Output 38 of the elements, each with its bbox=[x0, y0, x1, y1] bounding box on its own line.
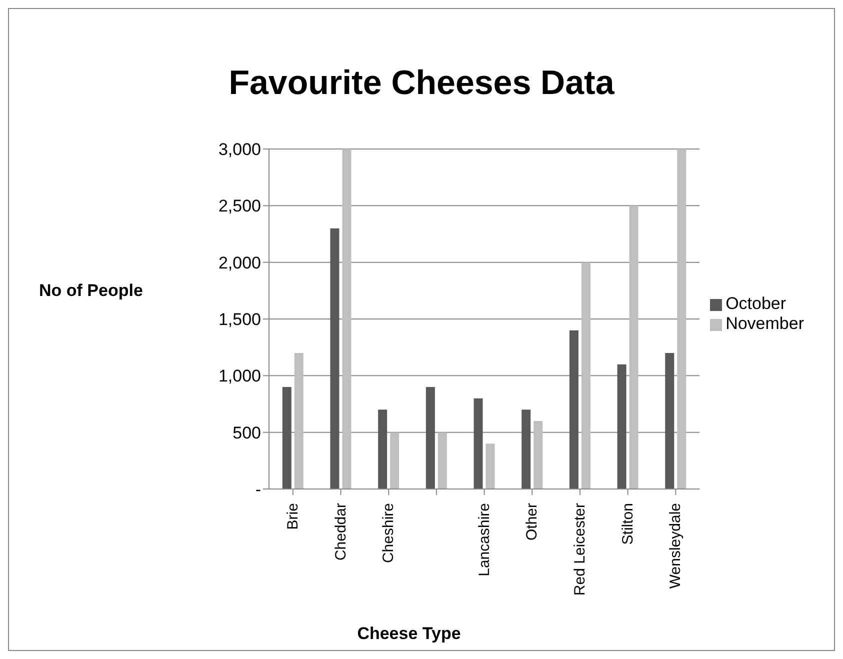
bar bbox=[677, 149, 686, 489]
bar bbox=[617, 364, 626, 489]
y-tick-label: 3,000 bbox=[218, 140, 261, 160]
bar bbox=[569, 330, 578, 489]
bar bbox=[378, 410, 388, 489]
bar bbox=[438, 432, 447, 489]
x-axis-title: Cheese Type bbox=[356, 624, 462, 644]
x-tick-label: Lancashire bbox=[476, 503, 493, 576]
bar bbox=[474, 398, 483, 489]
legend-label: November bbox=[726, 314, 804, 333]
y-axis-title: No of People bbox=[39, 281, 143, 301]
y-tick-label: 2,000 bbox=[218, 253, 261, 272]
x-tick-label: Cheshire bbox=[380, 503, 398, 564]
chart-title: Favourite Cheeses Data bbox=[228, 64, 616, 103]
bar bbox=[534, 421, 543, 489]
bar bbox=[282, 387, 292, 489]
y-tick-label: 2,500 bbox=[218, 196, 261, 216]
bar bbox=[390, 432, 400, 489]
bar bbox=[426, 387, 435, 489]
x-tick-label: Stilton bbox=[619, 503, 636, 545]
y-tick-label: 1,500 bbox=[218, 310, 261, 330]
bar bbox=[294, 353, 304, 489]
bar bbox=[581, 262, 590, 489]
x-tick-label: Brie bbox=[284, 503, 302, 530]
bar bbox=[665, 353, 674, 489]
bar bbox=[486, 444, 495, 489]
y-tick-label: 500 bbox=[232, 423, 261, 442]
x-tick-label: Cheddar bbox=[332, 503, 350, 561]
y-tick-label: 1,000 bbox=[218, 366, 261, 386]
bar bbox=[330, 228, 340, 489]
legend-label: October bbox=[726, 294, 786, 313]
bar bbox=[342, 149, 352, 489]
x-tick-label: Red Leicester bbox=[571, 503, 588, 596]
bar bbox=[522, 410, 531, 489]
x-tick-label: Other bbox=[524, 502, 541, 541]
bar bbox=[629, 206, 638, 489]
y-tick-label: - bbox=[255, 480, 261, 500]
x-tick-label: Wensleydale bbox=[667, 503, 684, 589]
